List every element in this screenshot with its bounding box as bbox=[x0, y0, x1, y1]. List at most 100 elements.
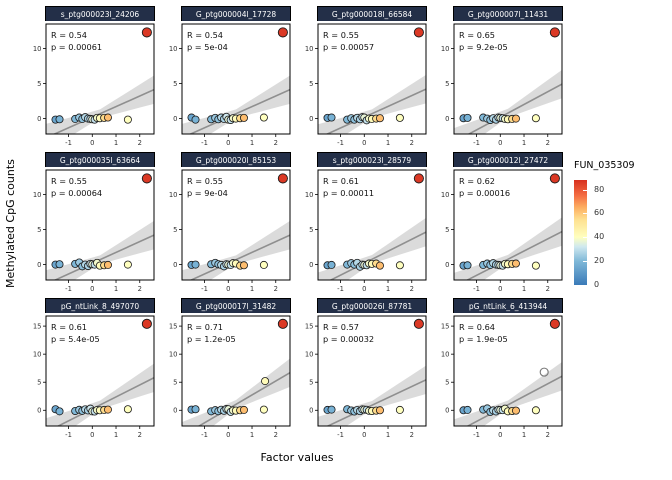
y-tick-label: 0 bbox=[37, 261, 41, 269]
p-value-label: p = 0.00061 bbox=[51, 42, 102, 52]
data-point bbox=[123, 115, 132, 124]
confidence-band bbox=[46, 75, 154, 134]
data-point bbox=[327, 113, 336, 122]
p-value-label: p = 5.4e-05 bbox=[51, 334, 100, 344]
panel-border bbox=[317, 315, 427, 427]
y-tick-label: 10 bbox=[33, 191, 42, 199]
facet: pG_ntLink_8_497070 0 5 10 15 -1 0 1 2 R = 0.61 p =… bbox=[28, 298, 158, 440]
outlier-point bbox=[549, 318, 560, 329]
y-tick-label: 0 bbox=[173, 261, 177, 269]
data-point bbox=[239, 261, 248, 270]
y-tick-label: 10 bbox=[441, 191, 450, 199]
confidence-band bbox=[46, 363, 154, 426]
x-tick-label: -1 bbox=[65, 139, 72, 147]
x-tick-label: 2 bbox=[138, 431, 142, 439]
y-tick-label: 10 bbox=[33, 350, 42, 358]
outlier-point bbox=[549, 27, 560, 38]
data-point bbox=[327, 405, 336, 414]
regression-line bbox=[325, 88, 426, 134]
data-point bbox=[103, 113, 112, 122]
y-tick-label: 10 bbox=[305, 45, 314, 53]
outlier-point bbox=[277, 318, 288, 329]
panel-border bbox=[45, 315, 155, 427]
x-tick-label: -1 bbox=[201, 285, 208, 293]
facet-strip: s_ptg000023l_24206 bbox=[45, 6, 155, 21]
regression-line bbox=[467, 83, 562, 134]
outlier-point bbox=[277, 27, 288, 38]
x-tick-label: 0 bbox=[90, 285, 94, 293]
color-legend: FUN_035309 80 60 40 20 0 bbox=[574, 160, 669, 320]
x-tick-label: 2 bbox=[410, 431, 414, 439]
x-tick-label: 2 bbox=[546, 139, 550, 147]
data-point bbox=[259, 260, 268, 269]
x-tick-label: 0 bbox=[90, 139, 94, 147]
panel-border bbox=[317, 23, 427, 135]
y-tick-label: 0 bbox=[173, 407, 177, 415]
data-point bbox=[239, 405, 248, 414]
confidence-band bbox=[318, 217, 426, 280]
facet-panel: 0 5 10 15 -1 0 1 2 R = 0.61 p = 5.4e-05 bbox=[33, 315, 155, 439]
regression-line bbox=[188, 88, 290, 134]
x-tick-label: -1 bbox=[337, 431, 344, 439]
y-tick-label: 5 bbox=[37, 226, 41, 234]
x-tick-label: 1 bbox=[114, 139, 118, 147]
regression-line bbox=[197, 371, 290, 426]
y-tick-label: 5 bbox=[173, 379, 177, 387]
x-tick-label: 1 bbox=[522, 285, 526, 293]
data-point bbox=[395, 261, 404, 270]
y-axis-label: Methylated CpG counts bbox=[4, 159, 17, 288]
data-point bbox=[463, 405, 472, 414]
facet-panel: 0 5 10 -1 0 1 2 R = 0.65 p = 9.2e-05 bbox=[441, 23, 563, 147]
facet: G_ptg000035l_63664 0 5 10 -1 0 1 2 R = 0.55 p = 0… bbox=[28, 152, 158, 294]
r-value-label: R = 0.55 bbox=[187, 176, 223, 186]
legend-gradient-bar bbox=[574, 180, 587, 285]
y-tick-label: 0 bbox=[445, 407, 449, 415]
r-value-label: R = 0.54 bbox=[187, 30, 223, 40]
panel-border bbox=[181, 23, 291, 135]
x-tick-label: 0 bbox=[498, 431, 502, 439]
x-tick-label: -1 bbox=[473, 431, 480, 439]
x-tick-label: 2 bbox=[274, 139, 278, 147]
y-tick-label: 0 bbox=[445, 261, 449, 269]
data-point bbox=[395, 405, 404, 414]
r-value-label: R = 0.61 bbox=[323, 176, 359, 186]
y-tick-label: 5 bbox=[309, 379, 313, 387]
facet: G_ptg000004l_17728 0 5 10 -1 0 1 2 R = 0.54 p = 5… bbox=[164, 6, 294, 148]
regression-line bbox=[56, 377, 154, 426]
y-tick-label: 5 bbox=[445, 226, 449, 234]
facet: G_ptg000018l_66584 0 5 10 -1 0 1 2 R = 0.55 p = 0… bbox=[300, 6, 430, 148]
data-point bbox=[511, 114, 520, 123]
y-tick-label: 10 bbox=[33, 45, 42, 53]
x-tick-label: 2 bbox=[138, 139, 142, 147]
legend-tick-mark bbox=[583, 237, 587, 239]
facet: pG_ntLink_6_413944 0 5 10 15 -1 0 1 2 R = 0.64 p =… bbox=[436, 298, 566, 440]
data-point bbox=[123, 405, 132, 414]
outlier-point bbox=[141, 173, 152, 184]
x-tick-label: 0 bbox=[226, 431, 230, 439]
x-tick-label: -1 bbox=[65, 285, 72, 293]
facet-panel: 0 5 10 -1 0 1 2 R = 0.55 p = 9e-04 bbox=[169, 169, 291, 293]
regression-line bbox=[52, 88, 154, 134]
panel-border bbox=[181, 315, 291, 427]
x-tick-label: 1 bbox=[522, 139, 526, 147]
x-tick-label: 2 bbox=[546, 431, 550, 439]
facet-strip: G_ptg000012l_27472 bbox=[453, 152, 563, 167]
outlier-point bbox=[413, 173, 424, 184]
facet-panel: 0 5 10 15 -1 0 1 2 R = 0.71 p = 1.2e-05 bbox=[169, 315, 291, 439]
outlier-point bbox=[549, 173, 560, 184]
y-tick-label: 10 bbox=[169, 350, 178, 358]
confidence-band bbox=[318, 74, 426, 134]
y-tick-label: 5 bbox=[309, 80, 313, 88]
panel-border bbox=[45, 169, 155, 281]
regression-line bbox=[465, 230, 562, 280]
legend-title: FUN_035309 bbox=[574, 160, 635, 171]
panel-border bbox=[453, 315, 563, 427]
facet-panel: 0 5 10 -1 0 1 2 R = 0.54 p = 5e-04 bbox=[169, 23, 291, 147]
p-value-label: p = 9.2e-05 bbox=[459, 42, 508, 52]
data-point bbox=[55, 115, 64, 124]
legend-tick-label: 80 bbox=[594, 184, 605, 194]
data-point bbox=[463, 261, 472, 270]
facet-grid: s_ptg000023l_24206 0 5 10 -1 0 1 2 R = 0.54 p = 0… bbox=[28, 6, 566, 440]
y-tick-label: 0 bbox=[445, 115, 449, 123]
facet-strip: G_ptg000007l_11431 bbox=[453, 6, 563, 21]
